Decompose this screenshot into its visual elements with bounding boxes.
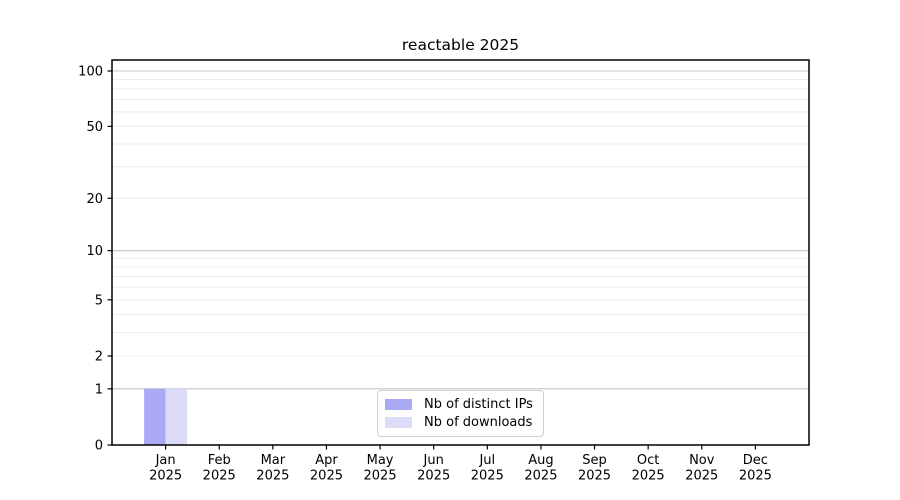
y-tick-label: 2 (95, 349, 103, 364)
x-tick-label-month: Oct (637, 453, 659, 468)
x-tick-label-month: Nov (689, 453, 715, 468)
x-tick-label-year: 2025 (632, 469, 665, 484)
x-tick-label-month: Feb (208, 453, 231, 468)
legend: Nb of distinct IPs Nb of downloads (377, 390, 544, 437)
chart-title: reactable 2025 (401, 36, 520, 54)
legend-swatch-distinct-ips (385, 399, 412, 410)
y-tick-label: 10 (86, 244, 103, 259)
legend-label-distinct-ips: Nb of distinct IPs (424, 397, 533, 412)
y-tick-label: 50 (86, 120, 103, 135)
x-tick-label-year: 2025 (256, 469, 289, 484)
y-tick-label: 100 (78, 65, 103, 80)
bar-nb-of-downloads-jan (165, 388, 188, 445)
x-tick-label-month: Sep (582, 453, 607, 468)
legend-item-downloads: Nb of downloads (385, 416, 543, 429)
x-tick-label-month: May (367, 453, 394, 468)
x-tick-label-month: Jul (478, 453, 495, 468)
x-tick-label-year: 2025 (739, 469, 772, 484)
y-tick-label: 1 (95, 382, 103, 397)
x-tick-label-year: 2025 (364, 469, 397, 484)
y-tick-label: 5 (95, 293, 103, 308)
x-tick-label-month: Jun (423, 453, 444, 468)
x-tick-label-year: 2025 (203, 469, 236, 484)
x-tick-label-year: 2025 (471, 469, 504, 484)
x-tick-label-year: 2025 (685, 469, 718, 484)
x-tick-label-month: Dec (743, 453, 768, 468)
x-tick-label-year: 2025 (524, 469, 557, 484)
x-tick-label-month: Jan (155, 453, 176, 468)
x-tick-label-month: Aug (528, 453, 553, 468)
legend-item-distinct-ips: Nb of distinct IPs (385, 398, 543, 411)
legend-label-downloads: Nb of downloads (424, 415, 533, 430)
x-tick-label-year: 2025 (417, 469, 450, 484)
x-tick-label-month: Apr (315, 453, 338, 468)
legend-swatch-downloads (385, 417, 412, 428)
x-tick-label-year: 2025 (578, 469, 611, 484)
plot-border (111, 59, 810, 446)
x-tick-label-year: 2025 (149, 469, 182, 484)
y-tick-label: 0 (95, 439, 103, 454)
x-tick-label-month: Mar (261, 453, 286, 468)
y-tick-label: 20 (86, 192, 103, 207)
bar-nb-of-distinct-ips-jan (144, 388, 166, 445)
x-tick-label-year: 2025 (310, 469, 343, 484)
